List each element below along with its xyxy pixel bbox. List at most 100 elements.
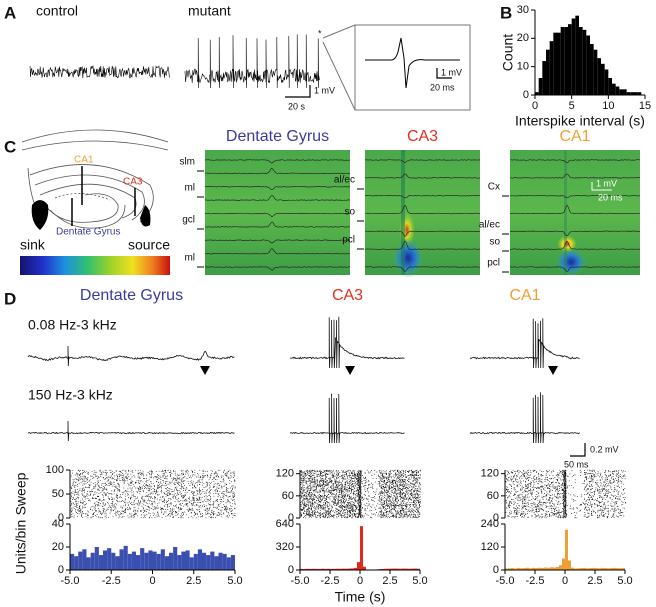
y-tick-label: 0	[288, 512, 294, 524]
bar	[345, 568, 348, 570]
bar	[610, 568, 613, 570]
bar	[324, 568, 327, 570]
layer-label: pcl	[342, 235, 355, 246]
bar	[411, 568, 414, 570]
y-tick-label: 0	[493, 512, 499, 524]
x-axis-label: Interspike interval (s)	[515, 113, 645, 129]
scale-bar	[285, 85, 311, 98]
raster-spikes	[505, 469, 626, 519]
bar	[560, 27, 565, 95]
layer-label: so	[489, 237, 500, 248]
csd-title: Dentate Gyrus	[226, 128, 329, 145]
bar	[321, 568, 324, 570]
bar	[408, 568, 411, 570]
panel-letter: D	[4, 289, 16, 308]
csd-trace	[510, 230, 640, 237]
bar	[384, 568, 387, 570]
bar	[98, 555, 103, 570]
bar	[202, 552, 207, 570]
bar	[156, 553, 161, 570]
y-axis-label: Count	[500, 34, 516, 71]
x-tick-label: 10	[602, 100, 614, 112]
scale-bar	[591, 182, 612, 191]
star: *	[318, 28, 322, 38]
bar	[103, 550, 108, 570]
csd-trace	[509, 159, 640, 164]
csd-trace	[204, 266, 350, 271]
bar	[360, 526, 363, 570]
bar	[140, 548, 145, 570]
bar	[559, 565, 562, 570]
y-tick-label: 100	[46, 464, 64, 476]
bar	[582, 29, 587, 95]
csd-trace	[204, 185, 351, 190]
bar	[612, 83, 616, 95]
y-tick-label: 0	[58, 512, 64, 524]
bar	[414, 568, 417, 570]
bar	[206, 555, 211, 570]
csd-title: CA3	[407, 128, 438, 145]
csd-trace	[204, 167, 351, 175]
y-tick-label: 240	[481, 518, 499, 530]
x-tick-label: 5.0	[412, 575, 427, 587]
bar	[86, 557, 91, 570]
x-tick-label: -5.0	[291, 575, 310, 587]
y-tick-label: 120	[481, 468, 499, 480]
x-tick-label: 2.5	[186, 575, 201, 587]
lfp-trace	[289, 316, 405, 369]
bar	[351, 568, 354, 570]
csd-trace	[204, 221, 351, 228]
y-tick-label: 640	[276, 518, 294, 530]
bar	[144, 552, 149, 570]
bar	[616, 568, 619, 570]
bar	[226, 557, 231, 570]
bar	[306, 568, 309, 570]
bar	[185, 550, 190, 570]
region-title: Dentate Gyrus	[80, 287, 183, 304]
colorbar-label: sink	[20, 237, 46, 253]
bar	[222, 553, 227, 570]
bar	[542, 61, 546, 95]
lfp-trace	[27, 345, 235, 367]
bar	[230, 555, 235, 570]
bar	[78, 551, 83, 570]
csd-sink	[392, 238, 424, 278]
region-label: CA3	[123, 177, 143, 188]
bar	[511, 568, 514, 570]
bar	[557, 32, 561, 95]
csd-trace	[509, 266, 640, 272]
bar	[74, 556, 79, 570]
x-tick-label: -5.0	[496, 575, 515, 587]
bar	[550, 567, 553, 570]
ventricle	[140, 205, 151, 227]
x-tick-label: 2.5	[587, 575, 602, 587]
csd-trace	[204, 159, 351, 164]
x-tick-label: 0	[357, 575, 363, 587]
bar	[169, 552, 174, 570]
scale-label: 1 mV	[596, 178, 617, 188]
scale-label: 20 ms	[598, 192, 623, 202]
colorbar-label: source	[128, 237, 170, 253]
bar	[568, 24, 572, 96]
bar	[589, 568, 592, 570]
scale-label: 50 ms	[564, 459, 589, 469]
y-tick-label: 60	[487, 490, 499, 502]
layer-label: Cx	[488, 182, 500, 193]
bar	[619, 89, 623, 95]
bar	[336, 568, 339, 570]
bar	[568, 560, 571, 570]
bar	[608, 78, 612, 95]
band-label: 0.08 Hz-3 kHz	[28, 317, 117, 333]
x-axis-label: Time (s)	[335, 589, 386, 605]
bar	[597, 58, 601, 95]
csd-sink	[555, 248, 587, 276]
scale-label: 20 s	[288, 101, 306, 111]
bar	[613, 567, 616, 570]
x-tick-label: 0	[532, 100, 538, 112]
x-tick-label: 15	[639, 100, 651, 112]
bar	[583, 567, 586, 570]
bar	[544, 567, 547, 570]
bar	[399, 568, 402, 570]
layer-label: al/ec	[334, 175, 355, 186]
